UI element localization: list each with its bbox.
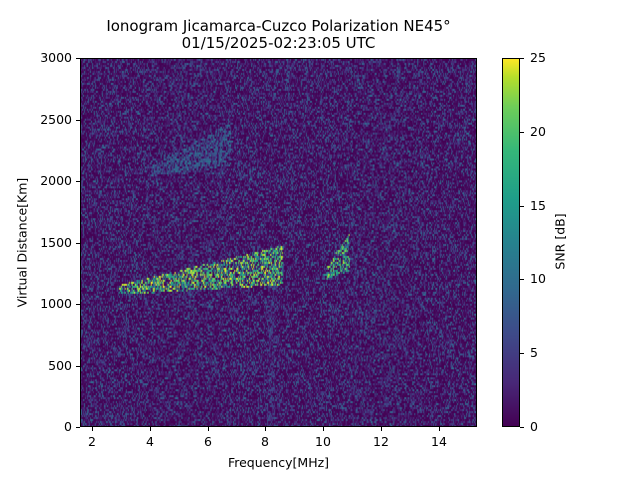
y-tick-mark [76, 366, 80, 367]
colorbar-tick-label: 15 [530, 198, 546, 213]
snr-heatmap [81, 59, 476, 426]
y-tick-mark [76, 243, 80, 244]
y-tick-mark [76, 304, 80, 305]
x-tick-label: 8 [261, 434, 269, 449]
colorbar-tick-label: 20 [530, 124, 546, 139]
y-tick-label: 2500 [40, 112, 72, 127]
colorbar-tick-label: 5 [530, 345, 538, 360]
colorbar-tick-label: 25 [530, 50, 546, 65]
x-tick-mark [92, 427, 93, 431]
x-tick-mark [150, 427, 151, 431]
colorbar-tick-mark [520, 132, 524, 133]
x-tick-mark [381, 427, 382, 431]
colorbar-tick-mark [520, 427, 524, 428]
x-tick-label: 2 [88, 434, 96, 449]
colorbar [502, 58, 520, 427]
colorbar-tick-label: 0 [530, 419, 538, 434]
y-tick-label: 1500 [40, 235, 72, 250]
x-tick-label: 14 [431, 434, 447, 449]
x-tick-mark [323, 427, 324, 431]
colorbar-tick-mark [520, 353, 524, 354]
y-axis-label: Virtual Distance[Km] [14, 177, 30, 308]
chart-title: Ionogram Jicamarca-Cuzco Polarization NE… [106, 17, 451, 35]
y-tick-label: 2000 [40, 173, 72, 188]
y-tick-mark [76, 58, 80, 59]
x-tick-label: 4 [146, 434, 154, 449]
x-tick-label: 10 [315, 434, 331, 449]
y-tick-label: 3000 [40, 50, 72, 65]
colorbar-label: SNR [dB] [552, 213, 568, 270]
y-tick-label: 0 [64, 419, 72, 434]
y-tick-mark [76, 120, 80, 121]
y-tick-mark [76, 427, 80, 428]
y-tick-label: 1000 [40, 296, 72, 311]
x-tick-label: 12 [373, 434, 389, 449]
colorbar-tick-mark [520, 279, 524, 280]
colorbar-tick-mark [520, 58, 524, 59]
y-tick-label: 500 [48, 358, 72, 373]
x-tick-mark [208, 427, 209, 431]
x-axis-label: Frequency[MHz] [227, 455, 330, 470]
x-tick-mark [439, 427, 440, 431]
y-tick-mark [76, 181, 80, 182]
x-tick-label: 6 [204, 434, 212, 449]
chart-subtitle: 01/15/2025-02:23:05 UTC [181, 34, 376, 52]
colorbar-tick-mark [520, 206, 524, 207]
ionogram-plot-area [80, 58, 477, 427]
x-tick-mark [265, 427, 266, 431]
colorbar-tick-label: 10 [530, 271, 546, 286]
